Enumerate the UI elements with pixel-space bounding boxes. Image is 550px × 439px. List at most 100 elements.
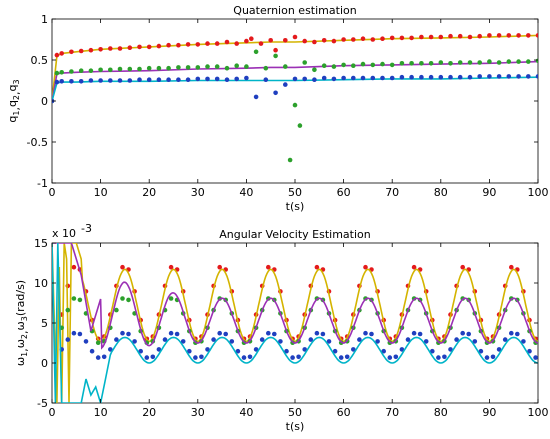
chart2-series-5-point bbox=[423, 339, 429, 344]
chart1-series-6-point bbox=[137, 77, 142, 82]
chart2-y-tick-label: 0 bbox=[41, 357, 48, 370]
chart2-series-5-point bbox=[150, 354, 156, 360]
chart1-series-2-point bbox=[137, 44, 142, 50]
chart1-series-4-point bbox=[526, 59, 531, 64]
chart1-series-6-point bbox=[516, 74, 521, 79]
chart1-series-6-point bbox=[108, 78, 113, 83]
chart2-series-5-point bbox=[351, 347, 356, 352]
chart1-x-tick-label: 100 bbox=[528, 186, 549, 199]
chart2-series-5-point bbox=[180, 339, 186, 344]
chart1-series-4-point bbox=[457, 60, 463, 65]
chart2-series-3-point bbox=[65, 307, 71, 313]
chart1-series-4-point bbox=[506, 59, 512, 64]
chart1-series-2-point bbox=[302, 38, 308, 44]
chart2-series-5-point bbox=[241, 355, 247, 360]
chart2-exponent-power: -3 bbox=[81, 222, 92, 235]
chart2-series-3-point bbox=[126, 297, 131, 303]
chart1-series-2-point bbox=[360, 36, 366, 41]
chart1-series-6-point bbox=[234, 76, 239, 82]
chart1-series-6-point bbox=[176, 77, 181, 82]
chart1-series-4-point bbox=[467, 60, 473, 65]
chart1-series-4-point bbox=[273, 53, 278, 59]
chart2-series-5-point bbox=[199, 354, 204, 360]
chart1-series-4-point bbox=[195, 65, 201, 70]
chart1-x-tick-label: 60 bbox=[337, 186, 351, 199]
chart1-x-tick-label: 30 bbox=[191, 186, 205, 199]
chart1-series-4-point bbox=[331, 64, 337, 69]
chart2-x-tick-label: 30 bbox=[191, 406, 205, 419]
chart1-series-4-point bbox=[263, 65, 269, 71]
chart2-series-1-point bbox=[266, 264, 271, 270]
chart1-series-2-point bbox=[195, 42, 201, 47]
chart2-x-tick-label: 10 bbox=[94, 406, 108, 419]
chart2-series-5-point bbox=[217, 330, 222, 336]
chart1-series-6-point bbox=[54, 79, 60, 85]
chart2-series-5-point bbox=[71, 330, 77, 336]
chart1-series-2-point bbox=[467, 34, 473, 40]
chart1-series-6-point bbox=[69, 79, 74, 84]
chart2-title: Angular Velocity Estimation bbox=[219, 228, 371, 241]
chart2-x-tick-label: 50 bbox=[288, 406, 302, 419]
chart1-series-6-point bbox=[321, 75, 327, 81]
chart2-series-5-point bbox=[259, 337, 265, 342]
chart1-series-6-point bbox=[205, 76, 210, 82]
chart1-series-2-point bbox=[244, 38, 249, 44]
chart1-series-6-point bbox=[146, 77, 152, 82]
chart1-x-tick-label: 50 bbox=[288, 186, 302, 199]
chart2-series-5-point bbox=[229, 339, 235, 344]
chart2-series-5-point bbox=[466, 331, 472, 337]
chart1-series-6-point bbox=[263, 77, 269, 82]
chart1-series-6-point bbox=[341, 75, 346, 81]
chart1-series-4-point bbox=[399, 61, 405, 66]
chart1-series-4-point bbox=[176, 65, 181, 70]
chart2-series-5-point bbox=[375, 339, 380, 344]
chart1-series-2-point bbox=[98, 47, 103, 52]
chart2-series-1-point bbox=[71, 264, 77, 270]
chart1-series-6-point bbox=[224, 77, 230, 82]
chart2-series-5-point bbox=[338, 355, 344, 360]
chart1-series-4-point bbox=[117, 66, 123, 72]
chart2-series-5-point bbox=[454, 337, 459, 342]
chart1-series-2-point bbox=[234, 41, 239, 46]
chart2-x-tick-label: 100 bbox=[528, 406, 549, 419]
chart1-series-4-point bbox=[127, 66, 133, 72]
chart1-series-6-point bbox=[127, 78, 133, 83]
chart1-series-4-point bbox=[302, 60, 308, 65]
chart2-series-5-point bbox=[77, 331, 83, 337]
chart1-series-2-point bbox=[526, 33, 531, 38]
chart1-series-2-point bbox=[258, 41, 264, 46]
chart1-series-4-point bbox=[205, 64, 210, 69]
chart2-series-5-point bbox=[527, 348, 532, 354]
chart2-series-1-point bbox=[460, 264, 466, 270]
chart1-series-6-point bbox=[88, 78, 94, 83]
chart2-series-5-point bbox=[174, 331, 180, 337]
chart1-series-4-point bbox=[88, 68, 94, 73]
chart2-series-5-point bbox=[101, 354, 107, 360]
chart1-series-4-point bbox=[477, 60, 483, 65]
chart2-series-5-point bbox=[205, 347, 210, 352]
chart2-series-1-point bbox=[120, 264, 125, 270]
chart1-series-2-point bbox=[69, 49, 74, 55]
chart1-series-4-point bbox=[321, 63, 327, 68]
chart2-series-5-point bbox=[387, 355, 393, 360]
chart1-y-tick-label: -0.5 bbox=[27, 136, 48, 149]
chart1-series-2-point bbox=[487, 33, 492, 38]
chart2-series-5-point bbox=[187, 348, 192, 354]
chart1-series-2-point bbox=[321, 38, 327, 43]
chart1-series-4-point bbox=[108, 67, 113, 73]
chart1: 0 10 20 30 40 50 60 70 80 90 100 -1 -0.5 0 0.5 1 Quatern… bbox=[6, 4, 549, 213]
chart1-series-2-point bbox=[273, 47, 278, 53]
chart2-series-5-point bbox=[515, 331, 520, 337]
chart1-plot-area bbox=[51, 18, 539, 184]
chart2-series-5-point bbox=[399, 347, 405, 352]
chart1-series-4-point bbox=[69, 69, 74, 74]
chart1-title: Quaternion estimation bbox=[233, 4, 356, 17]
chart1-series-6-point bbox=[487, 74, 492, 79]
chart2-series-5-point bbox=[95, 355, 101, 360]
chart1-series-6-point bbox=[457, 74, 463, 80]
chart2-series-5-point bbox=[168, 330, 174, 336]
chart2-series-3-point bbox=[114, 307, 119, 313]
chart1-series-6-point bbox=[506, 74, 512, 79]
chart2-series-5-point bbox=[126, 331, 131, 337]
